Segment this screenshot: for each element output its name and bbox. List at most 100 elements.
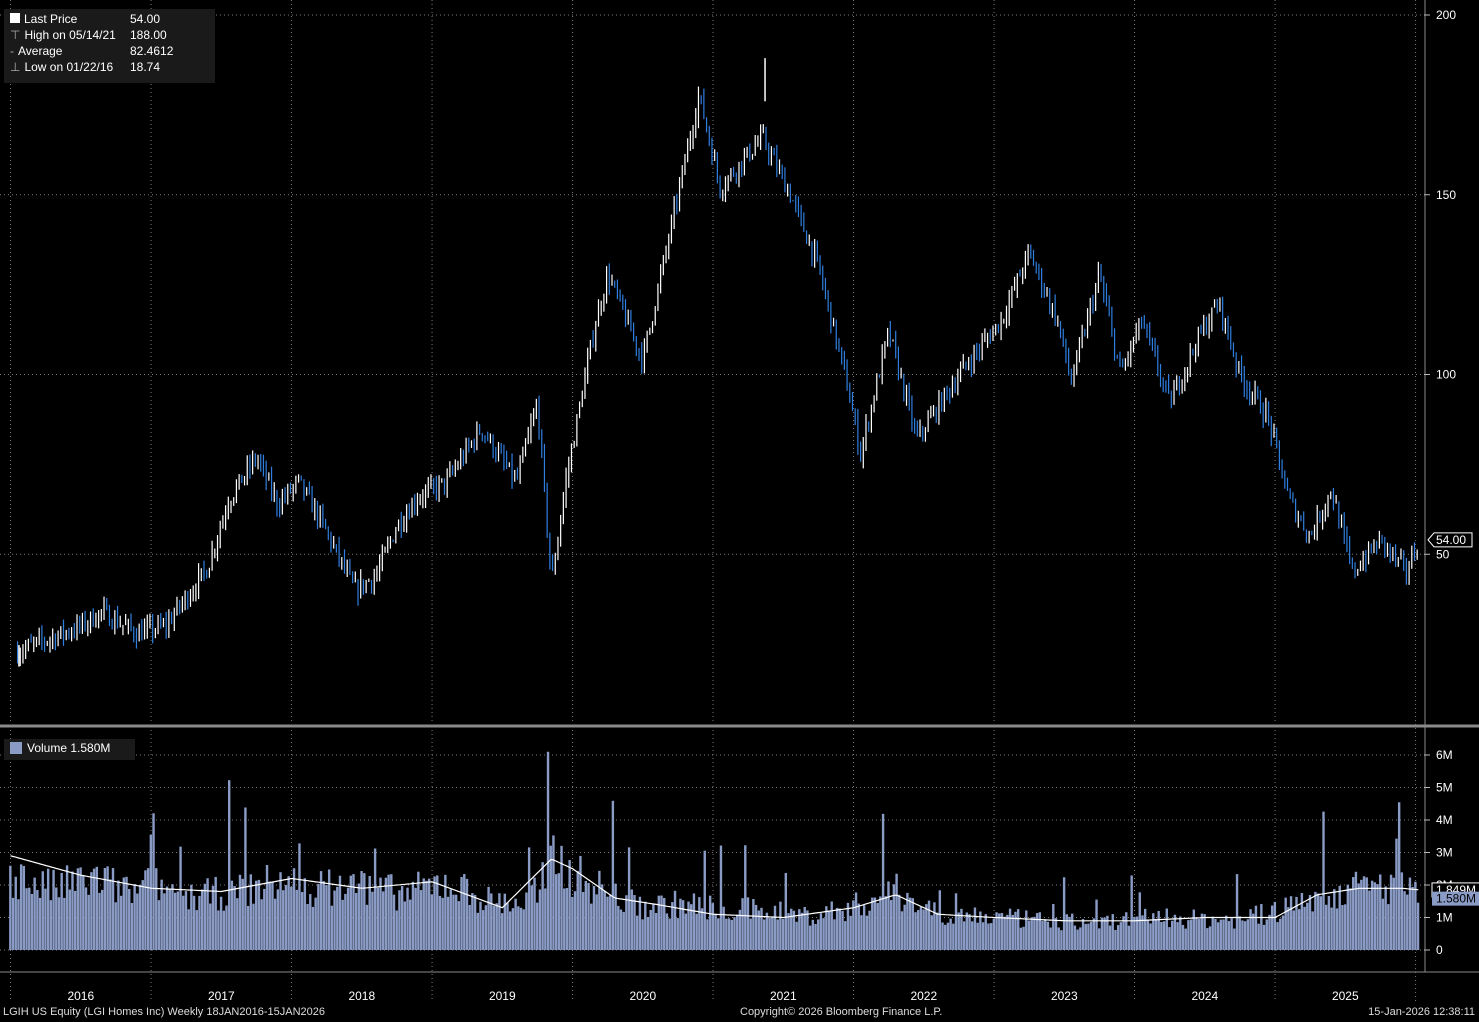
volume-bar: [1170, 920, 1174, 950]
volume-bar: [862, 905, 866, 950]
volume-bar: [949, 918, 952, 950]
volume-bar: [952, 923, 955, 950]
volume-bar: [117, 880, 120, 950]
low-label: Low on 01/22/16: [24, 60, 114, 74]
volume-bar: [844, 921, 847, 950]
price-tick-label: 200: [1436, 8, 1456, 22]
volume-bar: [273, 898, 277, 950]
volume-bar: [309, 894, 312, 950]
volume-bar: [1362, 876, 1366, 950]
volume-tick-label: 4M: [1436, 813, 1453, 827]
volume-bar: [1268, 914, 1271, 950]
volume-bar: [1176, 922, 1179, 950]
volume-bar: [152, 813, 155, 950]
volume-bar: [1322, 811, 1325, 950]
volume-bar: [1292, 910, 1295, 950]
volume-bar: [1189, 919, 1193, 950]
volume-bar: [384, 877, 388, 950]
volume-bar: [292, 868, 296, 950]
volume-bar: [1338, 885, 1341, 950]
volume-bar: [173, 892, 177, 950]
volume-bar: [1014, 911, 1017, 950]
volume-bar: [319, 871, 323, 950]
volume-bar: [787, 913, 790, 950]
volume-bar: [255, 880, 258, 950]
volume-bar: [17, 899, 20, 950]
last-price-tag-label: 54.00: [1436, 533, 1466, 547]
volume-bar: [1281, 915, 1285, 950]
volume-bar: [946, 922, 950, 950]
volume-bar: [984, 914, 987, 950]
volume-bar: [1043, 919, 1047, 950]
volume-bar: [338, 875, 342, 950]
volume-bar: [1065, 914, 1069, 950]
volume-bar: [433, 876, 436, 950]
volume-bar: [103, 867, 107, 950]
volume-bar: [1016, 909, 1020, 950]
volume-bar: [14, 876, 17, 950]
x-tick-label: 2018: [348, 989, 375, 1003]
volume-bar: [619, 909, 623, 950]
volume-bar: [155, 868, 158, 950]
volume-bar: [757, 910, 760, 950]
volume-bar: [808, 925, 812, 950]
volume-bar: [1346, 884, 1350, 950]
volume-bar: [819, 913, 823, 950]
volume-bar: [263, 888, 266, 950]
volume-bar: [1006, 914, 1009, 950]
volume-bar: [592, 886, 596, 950]
volume-bar: [644, 901, 647, 950]
volume-bar: [719, 845, 723, 950]
volume-bar: [90, 872, 93, 950]
volume-bar: [95, 866, 99, 950]
volume-bar: [838, 908, 842, 950]
volume-bar: [1260, 904, 1263, 950]
volume-bar: [25, 888, 28, 950]
volume-bar: [106, 866, 109, 950]
volume-bar: [579, 855, 582, 950]
volume-legend: Volume 1.580M: [4, 739, 135, 760]
volume-bar: [976, 922, 979, 950]
volume-bar: [1365, 877, 1368, 950]
volume-bar: [509, 911, 512, 950]
volume-bar: [1019, 927, 1023, 950]
volume-bar: [1184, 928, 1187, 950]
volume-bar: [1138, 892, 1141, 950]
volume-bar: [744, 845, 747, 950]
x-tick-label: 2017: [208, 989, 235, 1003]
volume-bar: [1041, 920, 1044, 950]
volume-bar: [1233, 928, 1236, 950]
volume-bar: [487, 886, 490, 950]
volume-bar: [1389, 874, 1393, 950]
volume-bar: [1119, 922, 1123, 950]
volume-bar: [981, 922, 985, 950]
volume-bar: [1046, 921, 1050, 950]
volume-bar: [825, 906, 828, 950]
volume-tick-label: 5M: [1436, 781, 1453, 795]
volume-bar: [1392, 877, 1395, 950]
volume-bar: [1246, 919, 1250, 950]
volume-bar: [1035, 913, 1039, 950]
volume-bar: [971, 921, 974, 950]
volume-bar: [1143, 908, 1147, 950]
volume-bar: [73, 890, 77, 950]
volume-bar: [336, 886, 339, 950]
volume-bar: [1241, 920, 1244, 950]
volume-bar: [1003, 916, 1006, 950]
volume-bar: [546, 751, 550, 950]
volume-bar: [911, 898, 915, 950]
volume-bar: [341, 899, 344, 950]
volume-bar: [900, 911, 904, 950]
volume-bar: [171, 884, 174, 950]
volume-bar: [1098, 928, 1101, 950]
volume-bar: [479, 901, 482, 950]
volume-bar: [930, 915, 933, 950]
volume-bar: [76, 868, 80, 950]
volume-bar: [176, 891, 180, 950]
volume-bar: [714, 913, 717, 950]
volume-bar: [598, 870, 601, 950]
volume-bar: [419, 890, 423, 950]
volume-bar: [1357, 883, 1360, 950]
volume-bar: [211, 885, 215, 950]
volume-bar: [927, 900, 931, 950]
